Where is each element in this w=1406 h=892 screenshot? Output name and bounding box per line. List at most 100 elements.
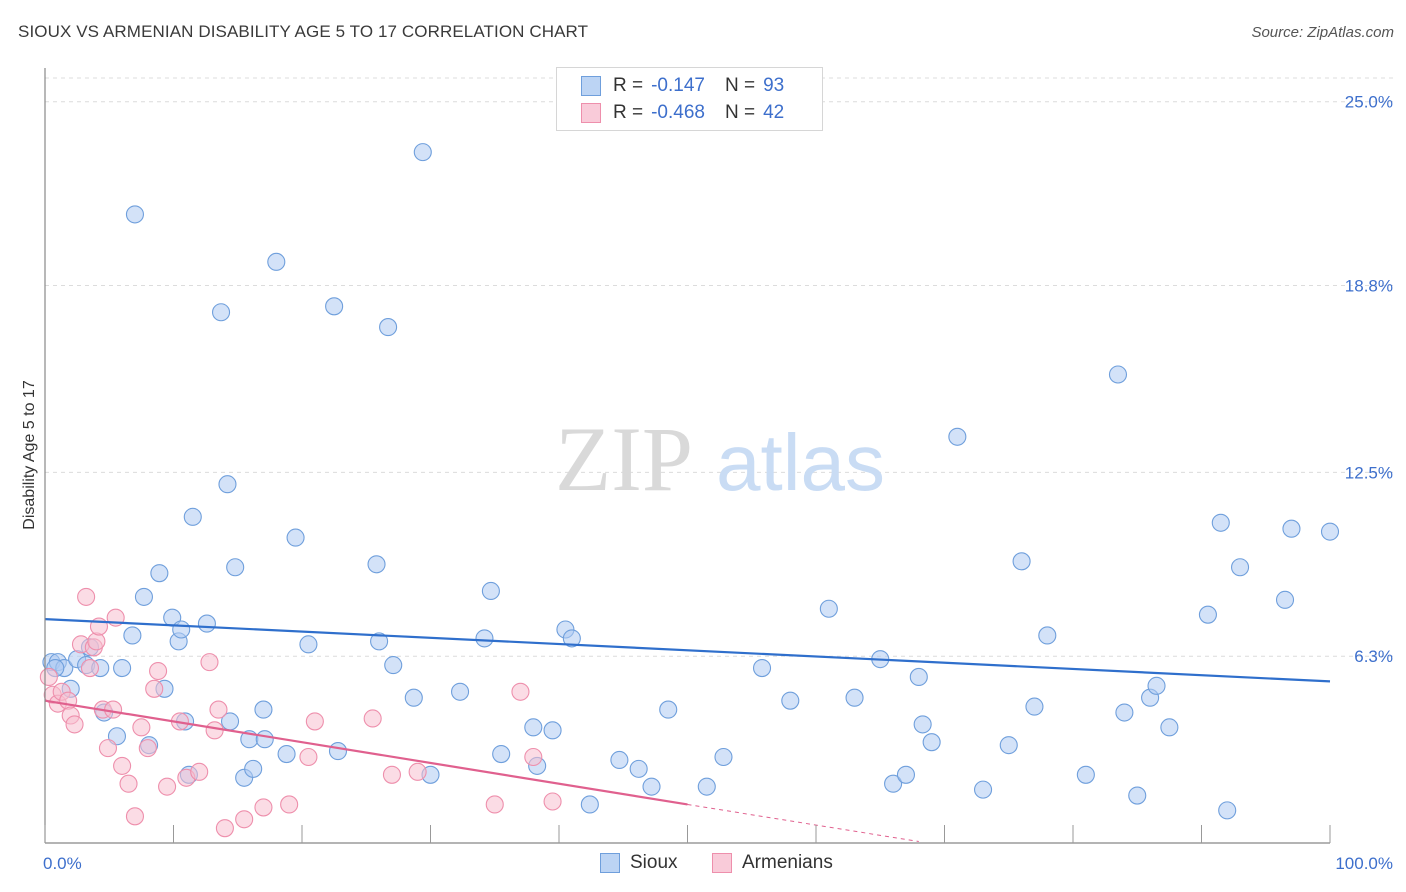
sioux-point — [172, 620, 191, 639]
sioux-point — [845, 688, 864, 707]
sioux-trend-line — [44, 618, 1331, 683]
sioux-point — [524, 718, 543, 737]
sioux-point — [244, 759, 263, 778]
armenian-point — [87, 632, 106, 651]
grid-lines — [45, 77, 1395, 657]
sioux-point — [562, 629, 581, 648]
sioux-point — [714, 747, 733, 767]
armenian-point — [363, 709, 382, 728]
sioux-point — [481, 581, 500, 601]
sioux-point — [1115, 703, 1134, 722]
legend-item-sioux: Sioux — [600, 852, 678, 874]
sioux-point — [218, 475, 237, 494]
armenian-point — [59, 691, 78, 710]
sioux-swatch — [581, 76, 601, 96]
legend-r-value: -0.147 — [651, 75, 705, 96]
legend-n-label: N = — [724, 102, 756, 123]
sioux-point — [267, 252, 286, 271]
armenian-swatch — [712, 853, 732, 873]
sioux-point — [404, 688, 423, 707]
sioux-point — [948, 427, 967, 446]
armenian-point — [104, 700, 123, 719]
sioux-point — [629, 759, 648, 778]
legend-r-value: -0.468 — [651, 102, 705, 123]
armenian-trend-extension — [687, 803, 919, 843]
sioux-point — [123, 626, 142, 645]
sioux-point — [286, 528, 305, 547]
legend-item-armenians: Armenians — [712, 852, 833, 874]
sioux-point — [1231, 558, 1250, 577]
armenian-point — [299, 747, 318, 767]
series-legend: Sioux Armenians — [0, 852, 1406, 876]
armenian-point — [485, 795, 504, 814]
sioux-point — [254, 700, 273, 719]
sioux-point — [451, 682, 470, 701]
sioux-point — [226, 558, 245, 577]
sioux-point — [999, 736, 1018, 755]
armenian-point — [382, 765, 402, 784]
armenian-point — [65, 715, 84, 734]
legend-row-armenians: R = -0.468 N = 42 — [581, 101, 784, 125]
sioux-point — [1076, 765, 1095, 784]
watermark-zip: ZIP — [555, 408, 693, 510]
armenian-point — [254, 798, 273, 817]
sioux-point — [492, 744, 511, 764]
trend-lines — [44, 618, 1331, 843]
sioux-point — [277, 744, 296, 764]
watermark-atlas: atlas — [716, 418, 885, 507]
sioux-point — [1025, 697, 1044, 716]
sioux-point — [752, 659, 772, 678]
x-tick-label: 100.0% — [1335, 854, 1393, 873]
sioux-point — [580, 795, 599, 814]
sioux-point — [913, 715, 932, 734]
armenian-point — [543, 792, 562, 811]
sioux-point — [610, 750, 629, 770]
armenian-point — [209, 700, 228, 719]
sioux-point — [211, 303, 231, 322]
sioux-point — [325, 297, 344, 316]
sioux-point — [1282, 519, 1301, 538]
sioux-point — [884, 774, 903, 793]
axes — [44, 68, 1331, 844]
y-tick-labels: 6.3% 12.5% 18.8% 25.0% — [1345, 93, 1393, 666]
sioux-point — [197, 614, 216, 633]
sioux-point — [1320, 522, 1340, 541]
sioux-point — [379, 318, 398, 337]
armenian-point — [235, 810, 254, 829]
sioux-point — [1108, 365, 1128, 384]
armenian-point — [80, 659, 100, 678]
sioux-point — [367, 555, 386, 574]
x-tick-labels: 0.0% 100.0% — [43, 854, 1393, 873]
y-tick-label: 18.8% — [1345, 277, 1393, 296]
sioux-point — [255, 730, 274, 749]
legend-row-sioux: R = -0.147 N = 93 — [581, 74, 784, 98]
armenian-point — [511, 682, 530, 701]
chart-title: SIOUX VS ARMENIAN DISABILITY AGE 5 TO 17… — [18, 22, 589, 41]
sioux-point — [150, 564, 169, 583]
sioux-point — [475, 629, 494, 648]
sioux-point — [113, 659, 132, 678]
sioux-point — [819, 599, 838, 618]
x-tick-label: 0.0% — [43, 854, 82, 873]
sioux-point — [1038, 626, 1057, 645]
armenian-point — [39, 667, 58, 687]
armenian-swatch — [581, 103, 601, 123]
sioux-point — [413, 143, 432, 162]
armenian-point — [132, 718, 151, 737]
sioux-point — [1275, 590, 1295, 609]
armenian-point — [200, 653, 219, 672]
armenian-trend-line — [44, 699, 688, 806]
legend-n-value: 93 — [763, 75, 785, 96]
armenian-point — [138, 739, 157, 758]
sioux-point — [125, 205, 144, 224]
sioux-point — [922, 733, 941, 752]
sioux-point — [1160, 718, 1179, 737]
y-axis-label: Disability Age 5 to 17 — [21, 380, 38, 530]
y-tick-label: 12.5% — [1345, 463, 1393, 482]
armenian-point — [158, 777, 177, 796]
sioux-point — [781, 691, 800, 710]
sioux-point — [1211, 513, 1230, 532]
armenian-point — [408, 762, 427, 781]
armenian-point — [98, 739, 118, 758]
armenian-point — [119, 774, 138, 793]
